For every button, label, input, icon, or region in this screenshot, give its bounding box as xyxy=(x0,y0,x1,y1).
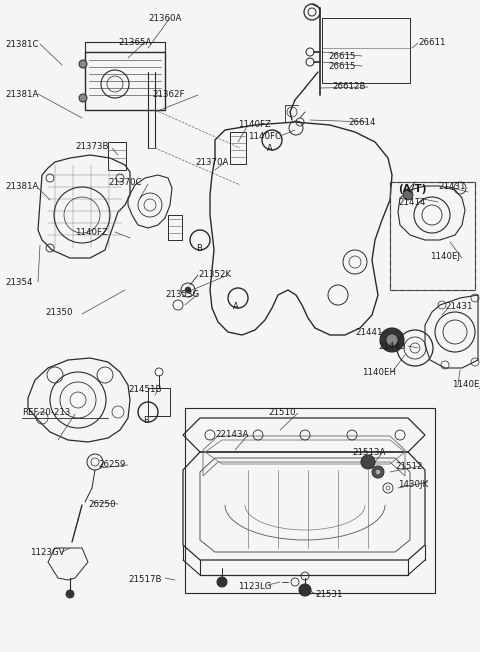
Text: 26611: 26611 xyxy=(418,38,445,47)
Text: B: B xyxy=(143,416,149,425)
Circle shape xyxy=(403,190,413,200)
Circle shape xyxy=(361,455,375,469)
Text: 21353G: 21353G xyxy=(165,290,199,299)
Text: 21354: 21354 xyxy=(5,278,33,287)
Text: 26250: 26250 xyxy=(88,500,116,509)
Bar xyxy=(185,408,435,593)
Text: 21381A: 21381A xyxy=(5,182,38,191)
Text: 21352K: 21352K xyxy=(198,270,231,279)
Bar xyxy=(390,182,475,290)
Circle shape xyxy=(372,466,384,478)
Bar xyxy=(108,142,126,170)
Text: 21381A: 21381A xyxy=(5,90,38,99)
Bar xyxy=(390,182,475,290)
Text: 1430JK: 1430JK xyxy=(398,480,428,489)
Text: 21431: 21431 xyxy=(438,182,466,191)
Text: 21370C: 21370C xyxy=(108,178,142,187)
Text: 21360A: 21360A xyxy=(148,14,181,23)
Text: A: A xyxy=(267,144,273,153)
Text: 1140EJ: 1140EJ xyxy=(430,252,460,261)
Text: 21373B: 21373B xyxy=(75,142,108,151)
Text: A: A xyxy=(233,302,239,311)
Text: 1123LG: 1123LG xyxy=(238,582,272,591)
Text: 26259: 26259 xyxy=(98,460,125,469)
Bar xyxy=(322,18,410,83)
Text: 1140EH: 1140EH xyxy=(362,368,396,377)
Circle shape xyxy=(66,590,74,598)
Text: 21365A: 21365A xyxy=(118,38,151,47)
Text: 21350: 21350 xyxy=(45,308,72,317)
Circle shape xyxy=(380,328,404,352)
Circle shape xyxy=(299,584,311,596)
Bar xyxy=(148,388,170,416)
Text: 21381C: 21381C xyxy=(5,40,38,49)
Text: 1123GV: 1123GV xyxy=(30,548,65,557)
Text: 21513A: 21513A xyxy=(352,448,385,457)
Circle shape xyxy=(79,94,87,102)
Text: 21362F: 21362F xyxy=(152,90,184,99)
Bar xyxy=(168,215,182,240)
Text: 26612B: 26612B xyxy=(332,82,365,91)
Text: 21451B: 21451B xyxy=(128,385,161,394)
Text: 21443: 21443 xyxy=(378,342,406,351)
Text: 26614: 26614 xyxy=(348,118,375,127)
Text: 26615: 26615 xyxy=(328,62,356,71)
Text: 21517B: 21517B xyxy=(128,575,161,584)
Text: 21414: 21414 xyxy=(398,198,425,207)
Text: 1140FZ: 1140FZ xyxy=(75,228,108,237)
Text: 21531: 21531 xyxy=(315,590,343,599)
Text: 21370A: 21370A xyxy=(195,158,228,167)
Circle shape xyxy=(185,287,191,293)
Bar xyxy=(230,132,246,164)
Text: 1140EJ: 1140EJ xyxy=(452,380,480,389)
Circle shape xyxy=(386,334,398,346)
Circle shape xyxy=(375,469,381,475)
Text: 21431: 21431 xyxy=(445,302,472,311)
Text: 1140FZ: 1140FZ xyxy=(238,120,271,129)
Circle shape xyxy=(79,60,87,68)
Bar xyxy=(85,52,165,110)
Text: REF.20-213: REF.20-213 xyxy=(22,408,71,417)
Circle shape xyxy=(217,577,227,587)
Text: 21512: 21512 xyxy=(395,462,422,471)
Text: 1140FC: 1140FC xyxy=(248,132,281,141)
Text: 21510: 21510 xyxy=(268,408,296,417)
Text: B: B xyxy=(196,244,202,253)
Text: (A/T): (A/T) xyxy=(398,184,427,194)
Text: 21441: 21441 xyxy=(355,328,383,337)
Text: 22143A: 22143A xyxy=(215,430,248,439)
Text: 26615: 26615 xyxy=(328,52,356,61)
